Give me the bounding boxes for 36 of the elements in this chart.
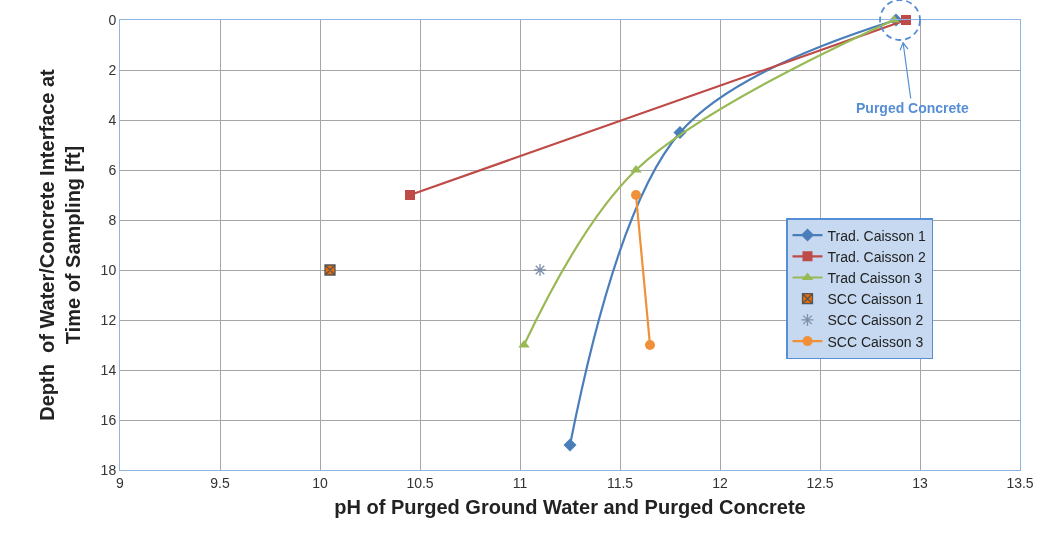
x-tick-label: 11.5: [606, 474, 634, 491]
x-tick-label: 10.5: [406, 474, 434, 491]
point: [631, 190, 641, 200]
y-tick-label: 16: [100, 411, 117, 428]
legend-label: Trad. Caisson 1: [827, 227, 927, 244]
legend-label: SCC Caisson 1: [827, 291, 924, 308]
y-axis-title: Depth of Water/Concrete Interface at Time of Sampling [ft]: [36, 68, 85, 421]
point: [563, 438, 577, 452]
x-tick-label: 12: [712, 474, 728, 491]
x-tick-label: 11: [512, 474, 528, 491]
y-tick-label: 6: [108, 161, 117, 178]
point: [324, 264, 336, 276]
y-tick-label: 8: [108, 211, 117, 228]
legend-label: Trad Caisson 3: [827, 269, 923, 286]
legend-label: SCC Caisson 3: [827, 333, 924, 350]
point: [645, 340, 655, 350]
x-axis-title: pH of Purged Ground Water and Purged Concrete: [334, 496, 806, 519]
x-tick-label: 13: [912, 474, 928, 491]
y-tick-label: 18: [100, 461, 117, 478]
y-tick-label: 12: [100, 311, 117, 328]
point: [405, 190, 415, 200]
x-tick-label: 10: [312, 474, 328, 491]
x-tick-label: 9: [116, 474, 125, 491]
x-tick-label: 9.5: [210, 474, 230, 491]
legend-label: SCC Caisson 2: [827, 312, 924, 329]
annotation: Purged Concrete: [856, 100, 970, 116]
legend-label: Trad. Caisson 2: [827, 248, 927, 265]
x-tick-label: 13.5: [1006, 474, 1034, 491]
point: [533, 263, 547, 277]
x-tick-label: 12.5: [806, 474, 834, 491]
y-tick-label: 4: [108, 111, 117, 128]
y-tick-label: 0: [108, 11, 117, 28]
y-tick-label: 10: [100, 261, 117, 278]
y-tick-label: 2: [108, 61, 117, 78]
y-tick-label: 14: [100, 361, 117, 378]
point: [901, 15, 911, 25]
